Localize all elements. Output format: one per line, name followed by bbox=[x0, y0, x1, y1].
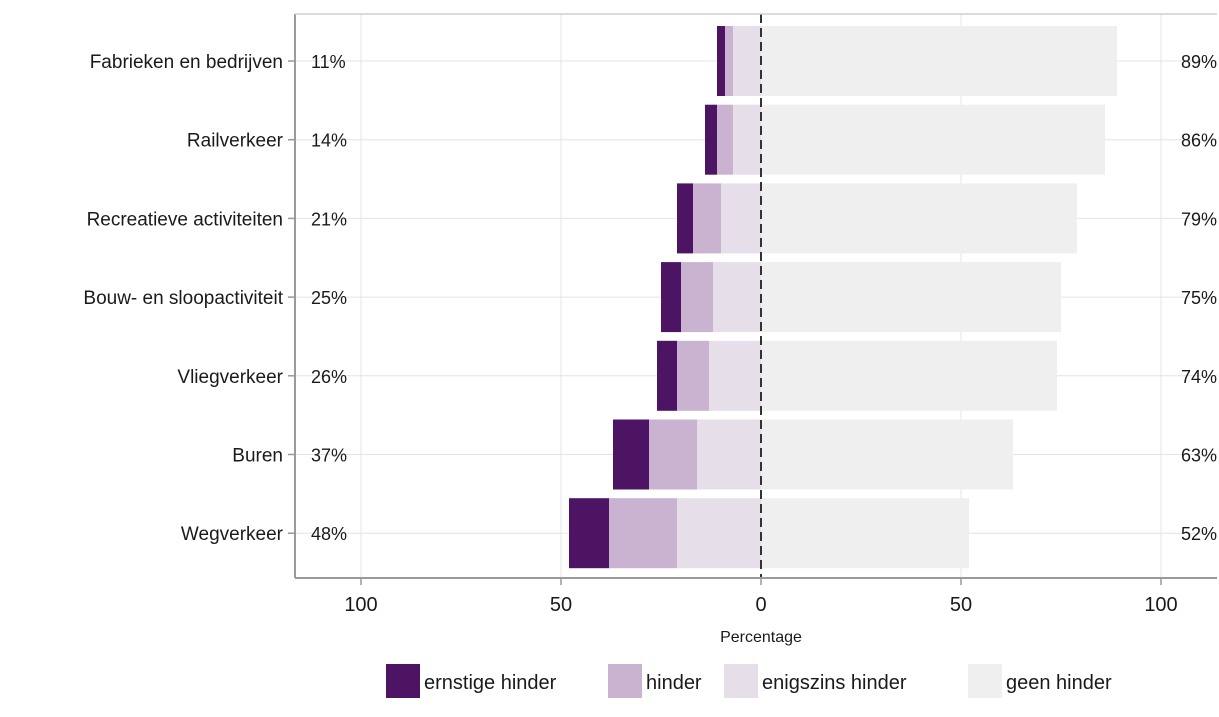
x-tick-label: 100 bbox=[1144, 594, 1177, 616]
right-total-label: 74% bbox=[1181, 367, 1217, 387]
category-label: Vliegverkeer bbox=[177, 367, 283, 388]
bar-geen-hinder bbox=[761, 419, 1013, 490]
bar-hinder bbox=[717, 104, 733, 175]
legend-swatch bbox=[968, 664, 1002, 698]
left-total-label: 11% bbox=[311, 52, 346, 72]
category-label: Recreatieve activiteiten bbox=[87, 209, 283, 230]
category-label: Bouw- en sloopactiviteit bbox=[83, 288, 283, 309]
x-tick-label: 100 bbox=[344, 594, 377, 616]
axes: 100 50 0 50 100 bbox=[288, 13, 1217, 616]
bar-ernstige-hinder bbox=[613, 419, 649, 490]
bar-ernstige-hinder bbox=[661, 262, 681, 333]
bar-hinder bbox=[609, 498, 677, 569]
category-label: Buren bbox=[232, 446, 283, 467]
legend-swatch bbox=[386, 664, 420, 698]
bar-enigszins-hinder bbox=[721, 183, 761, 254]
bar-hinder bbox=[649, 419, 697, 490]
right-total-label: 52% bbox=[1181, 524, 1217, 544]
left-total-label: 48% bbox=[311, 524, 347, 544]
left-total-label: 14% bbox=[311, 131, 347, 151]
bar-enigszins-hinder bbox=[709, 340, 761, 411]
bar-ernstige-hinder bbox=[657, 340, 677, 411]
bar-geen-hinder bbox=[761, 340, 1057, 411]
left-total-label: 26% bbox=[311, 367, 347, 387]
bar-enigszins-hinder bbox=[697, 419, 761, 490]
bar-geen-hinder bbox=[761, 183, 1077, 254]
legend-swatch bbox=[724, 664, 758, 698]
legend-label: ernstige hinder bbox=[424, 672, 557, 694]
bar-enigszins-hinder bbox=[733, 104, 761, 175]
bar-enigszins-hinder bbox=[713, 262, 761, 333]
bar-ernstige-hinder bbox=[717, 26, 725, 96]
x-tick-label: 0 bbox=[755, 594, 766, 616]
category-label: Wegverkeer bbox=[181, 524, 284, 545]
right-total-label: 63% bbox=[1181, 446, 1217, 466]
bar-enigszins-hinder bbox=[677, 498, 761, 569]
right-total-label: 89% bbox=[1181, 52, 1217, 72]
legend-label: geen hinder bbox=[1006, 672, 1112, 694]
x-tick-label: 50 bbox=[550, 594, 572, 616]
bar-enigszins-hinder bbox=[733, 26, 761, 96]
legend-label: enigszins hinder bbox=[762, 672, 907, 694]
bar-ernstige-hinder bbox=[705, 104, 717, 175]
bar-hinder bbox=[693, 183, 721, 254]
right-total-label: 86% bbox=[1181, 131, 1217, 151]
right-total-label: 79% bbox=[1181, 209, 1217, 229]
left-total-label: 37% bbox=[311, 446, 347, 466]
bar-ernstige-hinder bbox=[677, 183, 693, 254]
bar-ernstige-hinder bbox=[569, 498, 609, 569]
legend: ernstige hinder hinder enigszins hinder gee… bbox=[386, 664, 1112, 698]
x-axis-title: Percentage bbox=[720, 629, 802, 646]
bar-hinder bbox=[681, 262, 713, 333]
category-label: Railverkeer bbox=[187, 131, 284, 152]
bar-geen-hinder bbox=[761, 104, 1105, 175]
labels: Fabrieken en bedrijven 11% 89% Railverkeer 1… bbox=[83, 52, 1217, 545]
left-total-label: 21% bbox=[311, 209, 347, 229]
category-label: Fabrieken en bedrijven bbox=[90, 52, 283, 73]
bar-geen-hinder bbox=[761, 26, 1117, 96]
bars bbox=[569, 26, 1117, 569]
bar-hinder bbox=[677, 340, 709, 411]
legend-swatch bbox=[608, 664, 642, 698]
bar-hinder bbox=[725, 26, 733, 96]
bar-geen-hinder bbox=[761, 498, 969, 569]
right-total-label: 75% bbox=[1181, 288, 1217, 308]
x-tick-label: 50 bbox=[950, 594, 972, 616]
bar-geen-hinder bbox=[761, 262, 1061, 333]
left-total-label: 25% bbox=[311, 288, 347, 308]
legend-label: hinder bbox=[646, 672, 702, 694]
